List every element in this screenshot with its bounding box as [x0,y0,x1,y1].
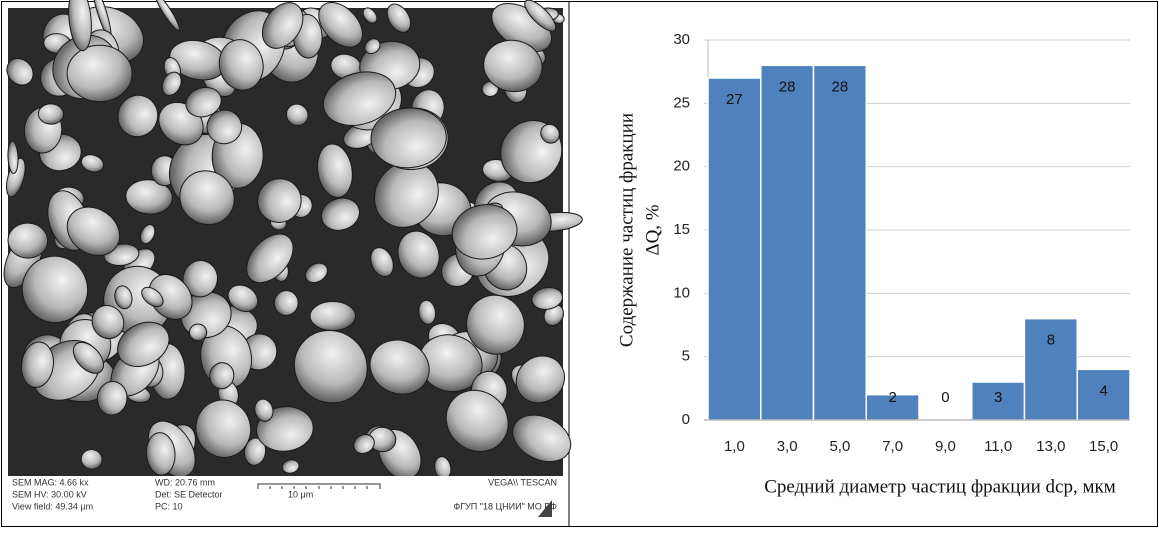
y-tick-label: 20 [673,158,690,175]
x-tick-label: 5,0 [829,438,850,455]
particle [67,45,133,102]
y-tick-label: 0 [682,411,690,428]
x-tick-label: 3,0 [777,438,798,455]
x-tick-label: 9,0 [935,438,956,455]
particle [310,302,355,331]
x-axis-label: Средний диаметр частиц фракции dср, мкм [764,476,1116,497]
bar [761,65,814,420]
particle [38,103,64,124]
y-axis-label: ΔQ, % [642,204,663,255]
micrograph-caption: PC: 10 [155,501,183,511]
micrograph-caption: SEM HV: 30.00 kV [12,489,87,499]
data-label: 8 [1047,332,1055,349]
x-tick-label: 15,0 [1089,438,1118,455]
y-tick-label: 5 [682,348,690,365]
micrograph-footer [8,476,563,520]
page: SEM MAG: 4.66 kx WD: 20.76 mm VEGA\\ TESCA… [0,0,1159,533]
micrograph: SEM MAG: 4.66 kx WD: 20.76 mm VEGA\\ TESCA… [0,0,583,520]
data-label: 0 [941,389,949,406]
y-tick-label: 30 [673,31,690,48]
y-tick-label: 25 [673,94,690,111]
x-tick-label: 11,0 [984,438,1012,455]
micrograph-caption: View field: 49.34 μm [12,501,93,511]
micrograph-caption: SEM MAG: 4.66 kx [12,477,89,487]
y-axis-label: Содержание частиц фракции [616,113,637,347]
x-tick-label: 13,0 [1036,438,1065,455]
data-label: 28 [779,78,796,95]
micrograph-caption: Det: SE Detector [155,489,223,499]
micrograph-caption: 10 μm [288,489,313,499]
y-tick-label: 15 [673,221,690,238]
figure: SEM MAG: 4.66 kx WD: 20.76 mm VEGA\\ TESCA… [0,0,1159,528]
micrograph-caption: VEGA\\ TESCAN [488,477,557,487]
micrograph-caption: WD: 20.76 mm [155,477,215,487]
x-tick-label: 7,0 [882,438,903,455]
data-label: 28 [832,78,849,95]
bar [708,78,761,420]
micrograph-caption: ФГУП "18 ЦНИИ" МО РФ [453,501,557,511]
y-tick-label: 10 [673,284,690,301]
bar [814,65,867,420]
data-label: 4 [1099,382,1107,399]
data-label: 2 [888,389,896,406]
data-label: 27 [726,91,743,108]
x-tick-label: 1,0 [724,438,745,455]
data-label: 3 [994,389,1002,406]
